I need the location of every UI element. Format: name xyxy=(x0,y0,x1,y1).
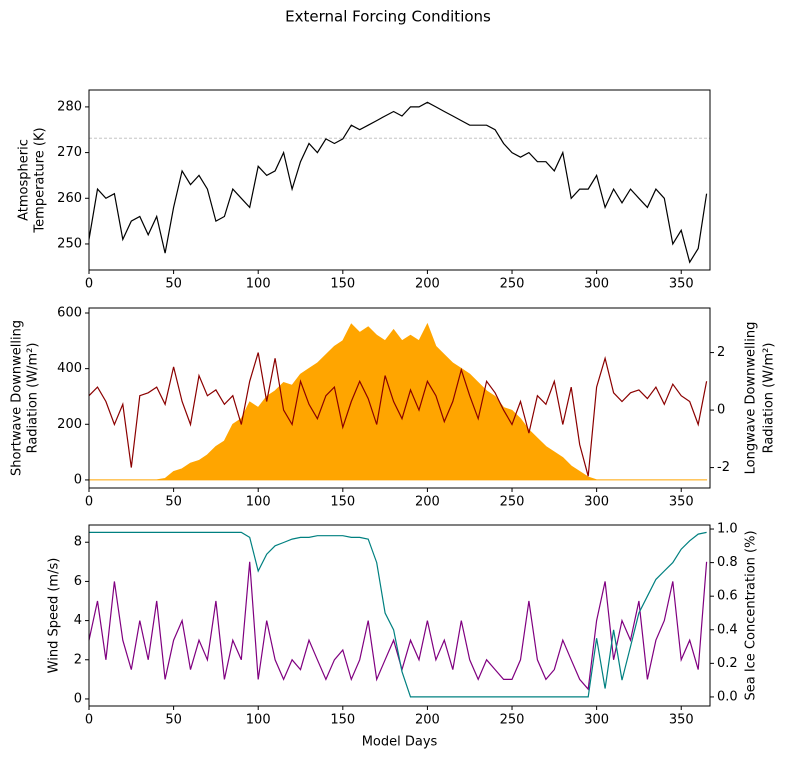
x-tick-label: 150 xyxy=(330,277,355,292)
x-tick-label: 300 xyxy=(584,495,609,510)
axes-frame xyxy=(88,307,711,489)
figure-title: External Forcing Conditions xyxy=(285,8,491,26)
line xyxy=(88,352,708,477)
line xyxy=(89,531,707,698)
y2-tick-label: 0.6 xyxy=(717,589,738,604)
x-tick-label: 50 xyxy=(165,277,182,292)
x-axis-label: Model Days xyxy=(362,735,438,750)
y-tick-label: 400 xyxy=(57,361,82,376)
y-axis-label: Wind Speed (m/s) xyxy=(47,558,62,674)
x-tick-label: 200 xyxy=(415,713,440,728)
y-tick-label: 8 xyxy=(74,535,82,550)
y-tick-label: 280 xyxy=(57,99,82,114)
y-tick-label: 0 xyxy=(74,691,82,706)
y2-tick-label: 0.8 xyxy=(717,555,738,570)
y-tick-label: 4 xyxy=(74,613,82,628)
y2-tick-label: 1.0 xyxy=(717,522,738,537)
y2-axis-label: Sea Ice Concentration (%) xyxy=(744,530,759,700)
y-tick-label: 200 xyxy=(57,417,82,432)
y-axis-label: Atmospheric xyxy=(17,139,32,221)
x-tick-label: 350 xyxy=(669,713,694,728)
x-tick-label: 50 xyxy=(165,495,182,510)
x-tick-label: 250 xyxy=(500,713,525,728)
area xyxy=(88,322,708,481)
y-axis-label: Temperature (K) xyxy=(33,127,48,233)
y-tick-label: 260 xyxy=(57,191,82,206)
y-axis-label: Radiation (W/m²) xyxy=(26,343,41,454)
x-tick-label: 250 xyxy=(500,277,525,292)
y-tick-label: 270 xyxy=(57,145,82,160)
axes-frame xyxy=(88,89,711,271)
x-tick-label: 200 xyxy=(415,495,440,510)
x-tick-label: 150 xyxy=(330,495,355,510)
x-tick-label: 0 xyxy=(85,277,93,292)
x-tick-label: 0 xyxy=(85,713,93,728)
x-tick-label: 100 xyxy=(246,495,271,510)
x-tick-label: 100 xyxy=(246,277,271,292)
x-tick-label: 300 xyxy=(584,277,609,292)
x-tick-label: 200 xyxy=(415,277,440,292)
x-tick-label: 250 xyxy=(500,495,525,510)
y-tick-label: 2 xyxy=(74,652,82,667)
y2-tick-label: 0.4 xyxy=(717,622,738,637)
y-tick-label: 0 xyxy=(74,472,82,487)
y2-tick-label: 0 xyxy=(717,403,725,418)
axes-frame xyxy=(88,524,711,707)
line xyxy=(88,101,708,264)
x-tick-label: 50 xyxy=(165,713,182,728)
x-tick-label: 300 xyxy=(584,713,609,728)
y2-tick-label: 0.0 xyxy=(717,689,738,704)
y-axis-label: Shortwave Downwelling xyxy=(10,320,25,476)
line xyxy=(88,561,708,691)
y2-axis-label: Longwave Downwelling xyxy=(744,322,759,475)
y2-tick-label: 2 xyxy=(717,345,725,360)
x-tick-label: 350 xyxy=(669,277,694,292)
y2-axis-label: Radiation (W/m²) xyxy=(762,343,777,454)
x-tick-label: 350 xyxy=(669,495,694,510)
x-tick-label: 0 xyxy=(85,495,93,510)
x-tick-label: 100 xyxy=(246,713,271,728)
y-tick-label: 600 xyxy=(57,306,82,321)
y2-tick-label: -2 xyxy=(717,460,730,475)
x-tick-label: 150 xyxy=(330,713,355,728)
y-tick-label: 250 xyxy=(57,236,82,251)
y-tick-label: 6 xyxy=(74,574,82,589)
y2-tick-label: 0.2 xyxy=(717,656,738,671)
